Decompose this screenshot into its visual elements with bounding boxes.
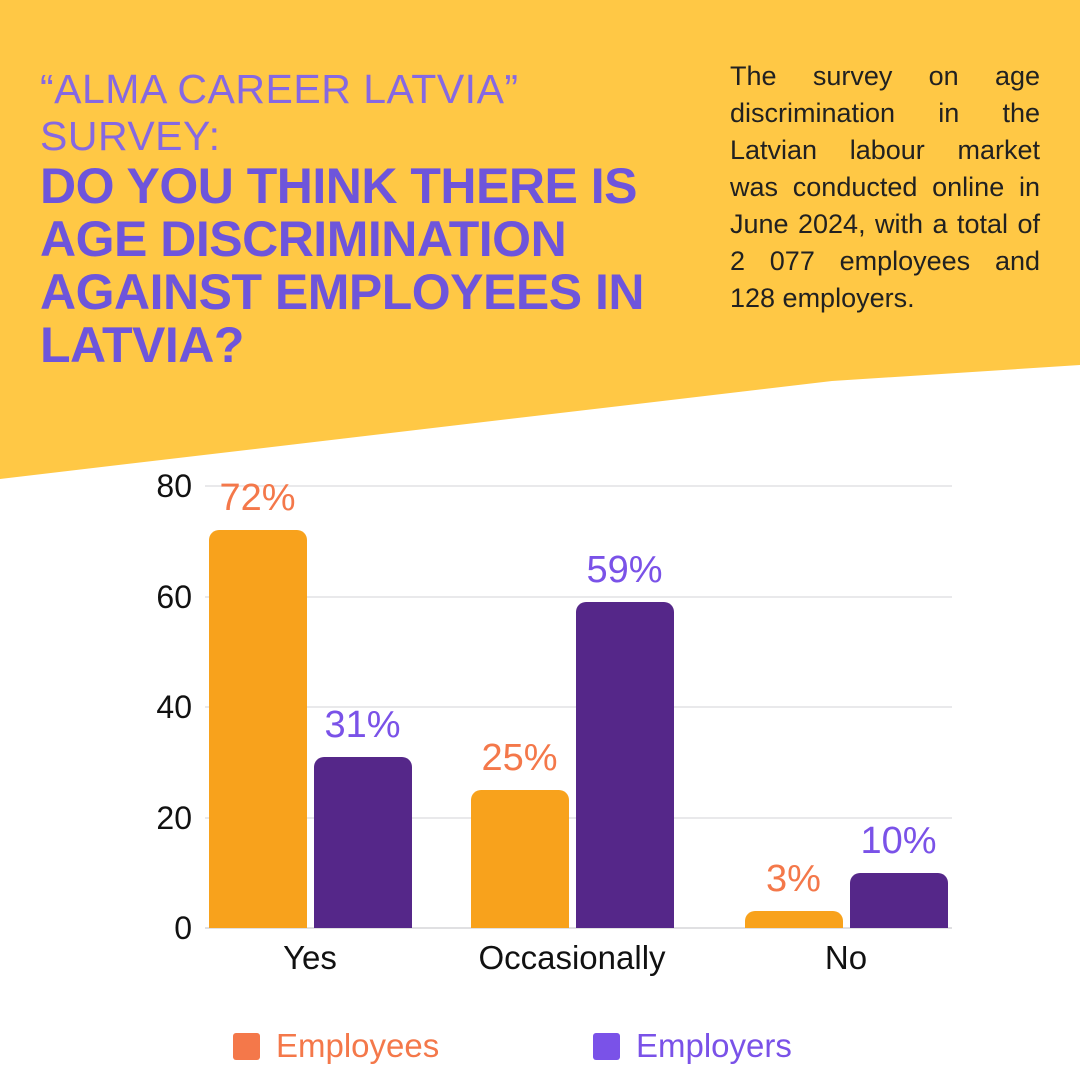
survey-source-label: “ALMA CAREER LATVIA” SURVEY:	[40, 66, 519, 160]
value-label-employees-yes: 72%	[219, 477, 296, 520]
legend-label-employees: Employees	[276, 1027, 440, 1064]
survey-question-title: DO YOU THINK THERE IS AGE DISCRIMINATION…	[40, 158, 644, 373]
y-axis-tick-label-40: 40	[156, 689, 192, 725]
legend-item-employers: Employers	[593, 1029, 792, 1063]
gridline-60	[205, 595, 952, 598]
value-label-employees-occasionally: 25%	[481, 736, 558, 779]
legend-item-employees: Employees	[233, 1029, 439, 1063]
legend-label-employers: Employers	[636, 1027, 792, 1064]
gridline-0	[205, 927, 952, 929]
value-label-employers-no: 10%	[860, 819, 937, 862]
legend-swatch-employees	[233, 1032, 260, 1060]
bar-employers-no	[849, 872, 948, 928]
bar-employees-yes	[208, 530, 307, 928]
value-label-employers-occasionally: 59%	[586, 549, 663, 592]
y-axis-tick-label-60: 60	[156, 578, 192, 615]
x-axis-label-no: No	[824, 939, 868, 976]
survey-description: The survey on age discrimination in the …	[730, 61, 1040, 313]
x-axis-label-yes: Yes	[283, 939, 337, 976]
bar-employers-yes	[313, 756, 412, 928]
legend-swatch-employers	[593, 1032, 620, 1060]
x-axis-label-occasionally: Occasionally	[478, 939, 666, 976]
value-label-employers-yes: 31%	[324, 703, 401, 746]
y-axis-tick-label-20: 20	[156, 799, 192, 836]
value-label-employees-no: 3%	[766, 858, 821, 901]
y-axis-tick-label-80: 80	[156, 468, 192, 504]
gridline-80	[205, 485, 952, 487]
bar-employees-no	[744, 911, 843, 928]
y-axis-tick-label-0: 0	[174, 910, 192, 946]
bar-employees-occasionally	[470, 789, 569, 928]
bar-employers-occasionally	[575, 602, 674, 928]
